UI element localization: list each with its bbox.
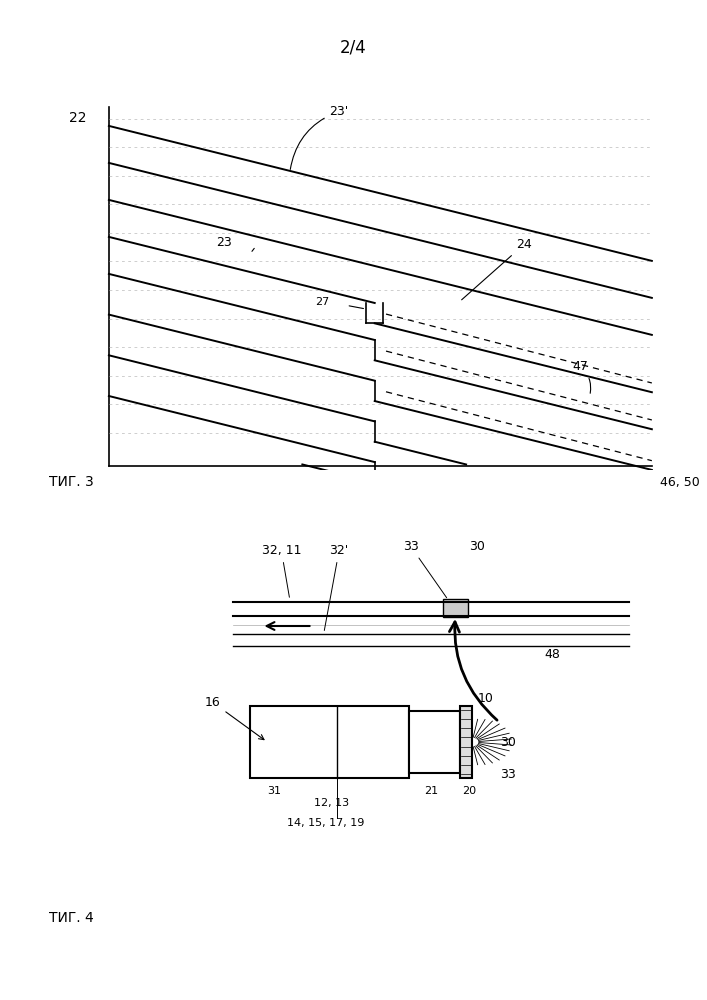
Text: 30: 30: [501, 736, 516, 749]
Text: 48: 48: [544, 648, 560, 661]
Text: 10: 10: [478, 692, 493, 705]
Text: 32': 32': [325, 544, 349, 630]
Text: ΤИГ. 3: ΤИГ. 3: [49, 475, 94, 489]
Text: 12, 13: 12, 13: [314, 798, 349, 808]
Text: 32, 11: 32, 11: [262, 544, 301, 597]
Text: 23': 23': [291, 105, 349, 169]
Text: 27: 27: [315, 297, 329, 307]
Text: 21: 21: [424, 786, 438, 796]
Text: 46, 50: 46, 50: [660, 476, 700, 489]
Text: 2/4: 2/4: [340, 38, 367, 56]
Text: 33: 33: [403, 540, 447, 598]
Text: 23: 23: [216, 236, 232, 249]
Text: ΤИГ. 4: ΤИГ. 4: [49, 911, 94, 925]
Text: 30: 30: [469, 540, 484, 553]
Text: 20: 20: [462, 786, 477, 796]
Bar: [250, 706, 409, 778]
Text: 22: 22: [69, 111, 87, 125]
Bar: [460, 706, 472, 778]
Text: 47: 47: [573, 360, 590, 393]
Bar: [443, 599, 468, 617]
Bar: [409, 711, 460, 773]
Text: 16: 16: [205, 696, 264, 740]
Text: 24: 24: [462, 238, 532, 300]
Text: 33: 33: [501, 768, 516, 781]
Text: 14, 15, 17, 19: 14, 15, 17, 19: [287, 818, 365, 828]
Text: 31: 31: [267, 786, 281, 796]
